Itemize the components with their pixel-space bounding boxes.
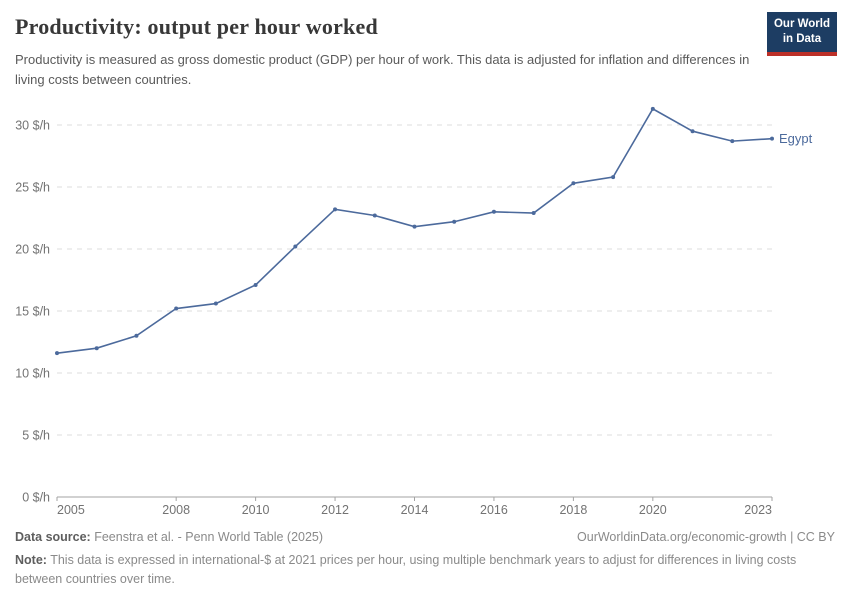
- data-point[interactable]: [293, 244, 298, 249]
- page-title: Productivity: output per hour worked: [15, 14, 378, 39]
- data-point[interactable]: [531, 211, 536, 216]
- egypt-series-line[interactable]: [56, 107, 773, 354]
- x-axis-tick-label: 2005: [57, 503, 85, 517]
- logo-text-line2: in Data: [782, 32, 822, 45]
- owid-logo[interactable]: Our World in Data: [766, 12, 837, 56]
- data-point[interactable]: [650, 106, 655, 111]
- footnote-label: Note:: [15, 553, 47, 567]
- x-axis-tick-label: 2008: [162, 503, 190, 517]
- data-point[interactable]: [412, 224, 417, 229]
- x-axis-tick-label: 2023: [744, 503, 772, 517]
- y-axis-tick-label: 20 $/h: [15, 243, 50, 257]
- data-source-label: Data source:: [15, 530, 91, 544]
- x-axis-tick-label: 2010: [242, 503, 270, 517]
- data-point[interactable]: [452, 219, 457, 224]
- x-axis-tick-label: 2020: [639, 503, 667, 517]
- data-point[interactable]: [213, 301, 218, 306]
- footnote: Note: This data is expressed in internat…: [15, 551, 835, 589]
- x-axis-tick-label: 2016: [480, 503, 508, 517]
- x-axis-tick-label: 2018: [559, 503, 587, 517]
- data-point[interactable]: [690, 129, 695, 134]
- footnote-text: This data is expressed in international-…: [15, 553, 797, 586]
- logo-text-line1: Our World: [773, 18, 830, 30]
- data-point[interactable]: [134, 333, 139, 338]
- data-point[interactable]: [611, 175, 616, 180]
- citation-link[interactable]: OurWorldinData.org/economic-growth | CC …: [577, 530, 835, 544]
- data-point[interactable]: [253, 282, 258, 287]
- x-axis-tick-label: 2012: [321, 503, 349, 517]
- y-axis-tick-label: 25 $/h: [15, 181, 50, 195]
- y-axis-tick-label: 5 $/h: [22, 429, 50, 443]
- x-axis-tick-label: 2014: [401, 503, 429, 517]
- data-point[interactable]: [491, 209, 496, 214]
- data-point[interactable]: [55, 351, 59, 356]
- data-point[interactable]: [94, 346, 99, 351]
- chart-footer: Data source: Feenstra et al. - Penn Worl…: [15, 530, 835, 589]
- y-axis-tick-label: 15 $/h: [15, 305, 50, 319]
- data-point[interactable]: [174, 306, 179, 311]
- chart-area: 0 $/h 5 $/h 10 $/h 15 $/h 20 $/h 25 $/h 30 $/h…: [0, 95, 850, 525]
- y-axis-tick-label: 0 $/h: [22, 491, 50, 505]
- data-source: Data source: Feenstra et al. - Penn Worl…: [15, 530, 323, 544]
- data-point[interactable]: [770, 136, 774, 141]
- y-axis-tick-label: 10 $/h: [15, 367, 50, 381]
- data-point[interactable]: [333, 207, 338, 212]
- data-point[interactable]: [571, 181, 576, 186]
- data-point[interactable]: [730, 139, 735, 144]
- y-axis-tick-label: 30 $/h: [15, 119, 50, 133]
- productivity-line-chart: 0 $/h 5 $/h 10 $/h 15 $/h 20 $/h 25 $/h 30 $/h…: [15, 106, 813, 517]
- data-point[interactable]: [372, 213, 377, 218]
- data-source-text: Feenstra et al. - Penn World Table (2025…: [94, 530, 324, 544]
- series-end-label[interactable]: Egypt: [779, 131, 813, 146]
- chart-subtitle: Productivity is measured as gross domest…: [15, 52, 750, 87]
